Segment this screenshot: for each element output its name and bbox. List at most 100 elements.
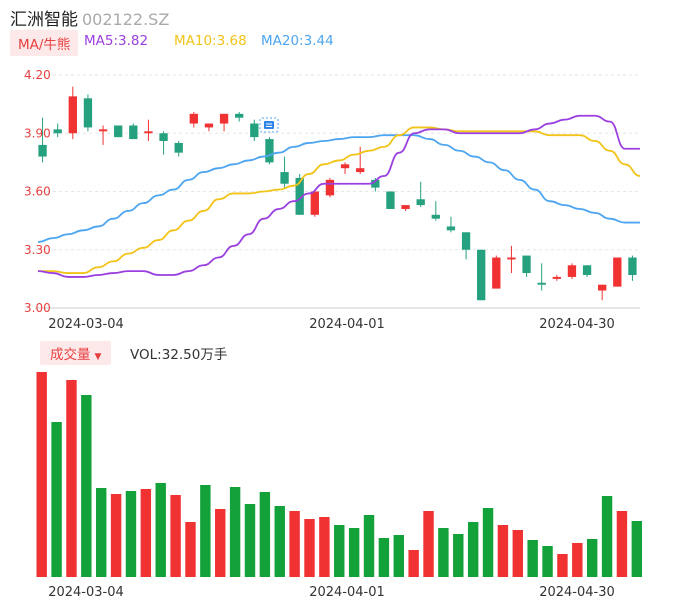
candle-body [280,172,289,184]
volume-date-tick-label: 2024-04-01 [309,585,385,600]
volume-bar [363,515,375,577]
candle-body [613,257,622,287]
candle-body [53,129,62,134]
volume-bar [601,496,613,577]
volume-bar [185,522,196,577]
volume-indicator-selector[interactable]: 成交量 ▼ [40,341,112,365]
candle-body [537,282,546,285]
volume-bar [274,506,285,577]
candle-body [416,199,425,206]
ma10-label: MA10:3.68 [174,33,247,49]
candle-body [98,129,108,132]
date-tick-label: 2024-04-30 [539,317,615,332]
candle [401,205,410,211]
candle-body [507,257,516,260]
candle [613,257,622,287]
candle [431,201,440,221]
caret-down-icon: ▼ [94,352,102,362]
candle-body [129,125,138,140]
candle-body [83,98,93,128]
candle-body [567,265,577,277]
volume-bar [453,534,464,577]
volume-bar [408,550,419,577]
candle [325,177,335,198]
ma10-line [37,126,641,274]
candle [492,255,501,289]
candle [235,111,244,122]
candle-body [461,232,471,250]
volume-chart[interactable]: 2024-03-04 2024-04-01 2024-04-30 [0,360,686,606]
candle [310,189,319,217]
candle-body [446,226,456,231]
price-gridlines [35,74,640,309]
volume-bar [512,530,523,577]
candle-body [250,123,259,138]
candle [204,123,214,132]
price-tick-label: 4.20 [24,68,51,82]
candle [174,141,183,157]
volume-bar [66,380,77,577]
candle [416,181,425,208]
volume-bar [586,539,598,577]
candle-body [204,123,214,128]
volume-bar [140,489,152,577]
candle-body [356,168,365,173]
candle [265,137,274,165]
volume-bar [348,528,360,577]
candle-body [219,113,229,124]
stock-title: 汇洲智能 002122.SZ [10,5,169,30]
candle-body [552,276,561,279]
candle [567,263,577,279]
event-marker [259,117,279,133]
price-axis: 4.20 3.90 3.60 3.30 3.00 [24,68,51,315]
candle-body [340,164,350,169]
marker-frame [259,117,279,133]
candle [295,174,304,215]
candle-body [477,249,486,301]
volume-bar [36,372,47,577]
volume-bar [572,543,583,577]
ma-indicator-selector[interactable]: MA/牛熊 [10,30,79,56]
candle-body [189,113,198,124]
ma5-line [37,114,640,278]
volume-bar [527,540,538,577]
volume-bar [482,508,494,577]
volume-bar [200,485,211,577]
candle-body [68,96,77,134]
candles [38,86,637,301]
candle [522,255,531,277]
candle [129,123,138,140]
volume-bar [304,519,315,577]
candle [53,123,62,138]
volume-bar [393,535,404,577]
candle [446,216,456,233]
candle [461,232,471,260]
volume-bar [110,494,122,577]
volume-bar [170,495,181,577]
candlestick-chart[interactable]: 4.20 3.90 3.60 3.30 3.00 2024-03-04 2024-04-0… [0,0,686,340]
volume-date-tick-label: 2024-04-30 [539,585,615,600]
candle-body [582,265,592,275]
volume-bar [616,511,628,577]
candle [38,117,47,163]
volume-date-tick-label: 2024-03-04 [48,585,124,600]
candle-body [235,113,244,118]
candle [356,146,365,175]
candle [628,255,637,281]
candle-body [38,144,47,157]
candle [552,274,561,281]
candle [477,249,486,301]
candle-body [114,125,123,138]
price-tick-label: 3.60 [24,185,51,199]
candle-body [371,179,380,188]
candle-body [386,191,395,209]
volume-bar [423,511,434,577]
candle-body [295,177,304,215]
candle [340,162,350,175]
price-tick-label: 3.00 [24,301,51,315]
candle-body [310,191,319,215]
candle-body [144,131,153,134]
candle-body [492,257,501,289]
volume-bar [155,483,166,577]
candle-body [325,179,335,196]
